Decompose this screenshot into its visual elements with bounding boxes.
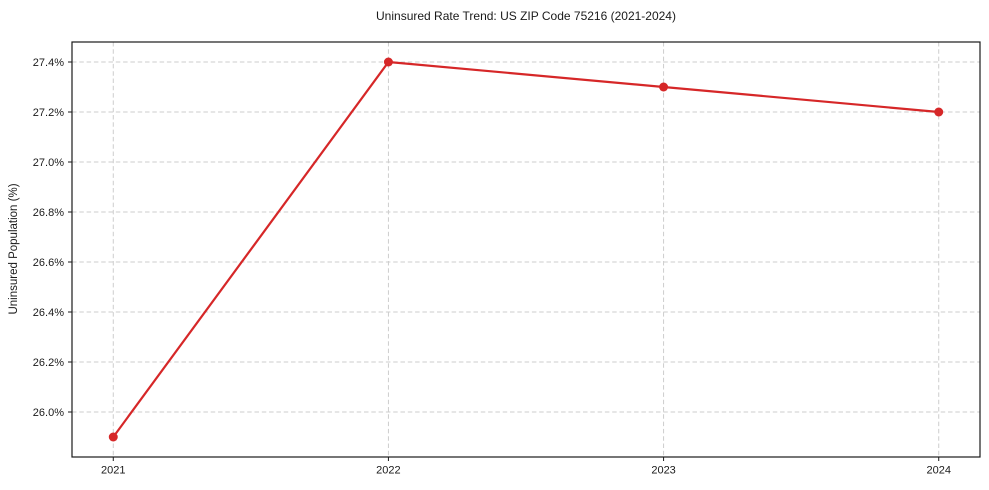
- chart-title: Uninsured Rate Trend: US ZIP Code 75216 …: [376, 9, 676, 23]
- x-tick-label: 2023: [651, 465, 675, 477]
- y-tick-label: 26.2%: [33, 357, 64, 369]
- x-tick-label: 2022: [376, 465, 400, 477]
- x-tick-label: 2024: [926, 465, 950, 477]
- y-tick-label: 27.2%: [33, 107, 64, 119]
- trend-line: [112, 60, 940, 439]
- y-tick-label: 26.8%: [33, 207, 64, 219]
- data-point: [934, 107, 944, 117]
- x-tick-label: 2021: [101, 465, 125, 477]
- data-point: [659, 82, 669, 92]
- data-point: [108, 432, 118, 442]
- data-point: [383, 57, 393, 67]
- y-tick-label: 27.0%: [33, 157, 64, 169]
- y-tick-label: 26.6%: [33, 257, 64, 269]
- y-tick-label: 26.0%: [33, 407, 64, 419]
- plot-frame: [71, 41, 981, 458]
- y-tick-label: 27.4%: [33, 57, 64, 69]
- y-tick-label: 26.4%: [33, 307, 64, 319]
